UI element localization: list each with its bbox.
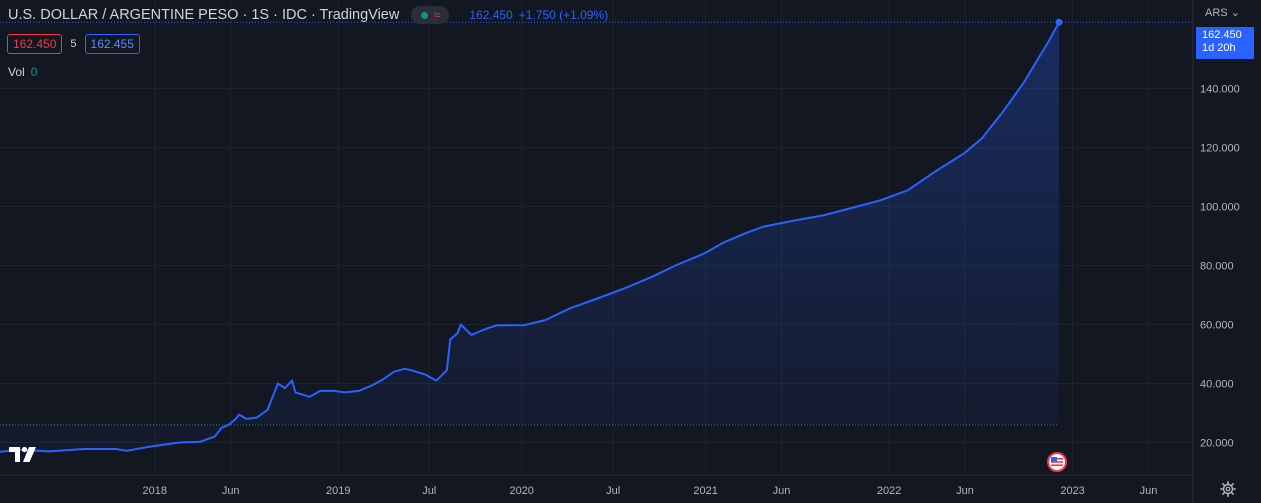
us-flag-icon[interactable] — [1047, 452, 1067, 472]
chevron-down-icon: ⌄ — [1230, 7, 1240, 19]
last-price-tag: 162.450 1d 20h — [1196, 27, 1254, 59]
market-status-pill[interactable]: ≈ — [411, 6, 450, 24]
currency-selector[interactable]: ARS ⌄ — [1205, 6, 1240, 19]
y-tick-label: 60.000 — [1200, 320, 1234, 332]
market-open-dot-icon — [420, 11, 428, 19]
volume-label: Vol — [8, 65, 25, 79]
last-point-marker — [1055, 18, 1063, 26]
x-tick-label: Jun — [773, 485, 791, 497]
buy-button[interactable]: 162.455 — [84, 34, 140, 54]
last-price-tag-value: 162.450 — [1202, 29, 1242, 41]
header-last-price: 162.450 — [469, 8, 513, 22]
x-tick-label: 2020 — [509, 485, 533, 497]
quote-row: 162.450 5 162.455 — [7, 34, 140, 54]
y-tick-label: 100.000 — [1200, 202, 1240, 214]
sell-button[interactable]: 162.450 — [7, 34, 63, 54]
x-tick-label: Jun — [222, 485, 240, 497]
x-tick-label: Jul — [422, 485, 436, 497]
delayed-data-icon: ≈ — [433, 8, 441, 22]
tradingview-logo-icon[interactable] — [8, 444, 38, 466]
area-fill — [0, 22, 1059, 452]
y-tick-label: 40.000 — [1200, 379, 1234, 391]
gear-icon[interactable] — [1220, 481, 1236, 497]
x-tick-label: Jun — [956, 485, 974, 497]
x-tick-label: 2022 — [877, 485, 901, 497]
header-price-change: +1.750 (+1.09%) — [518, 8, 609, 22]
y-tick-label: 140.000 — [1200, 84, 1240, 96]
currency-label: ARS — [1205, 7, 1228, 19]
x-tick-label: 2023 — [1060, 485, 1084, 497]
x-tick-label: Jun — [1140, 485, 1158, 497]
x-tick-label: 2021 — [693, 485, 717, 497]
volume-legend[interactable]: Vol 0 — [8, 65, 37, 79]
x-tick-label: Jul — [606, 485, 620, 497]
chart-header: U.S. DOLLAR / ARGENTINE PESO · 1S · IDC … — [8, 6, 608, 24]
y-tick-label: 80.000 — [1200, 261, 1234, 273]
y-tick-label: 20.000 — [1200, 438, 1234, 450]
symbol-title[interactable]: U.S. DOLLAR / ARGENTINE PESO · 1S · IDC … — [8, 7, 400, 23]
y-tick-label: 120.000 — [1200, 143, 1240, 155]
volume-value: 0 — [30, 65, 38, 79]
bar-countdown: 1d 20h — [1202, 42, 1236, 54]
x-tick-label: 2019 — [326, 485, 350, 497]
spread-value: 5 — [70, 38, 77, 50]
price-series-line — [0, 21, 1060, 453]
x-tick-label: 2018 — [143, 485, 167, 497]
